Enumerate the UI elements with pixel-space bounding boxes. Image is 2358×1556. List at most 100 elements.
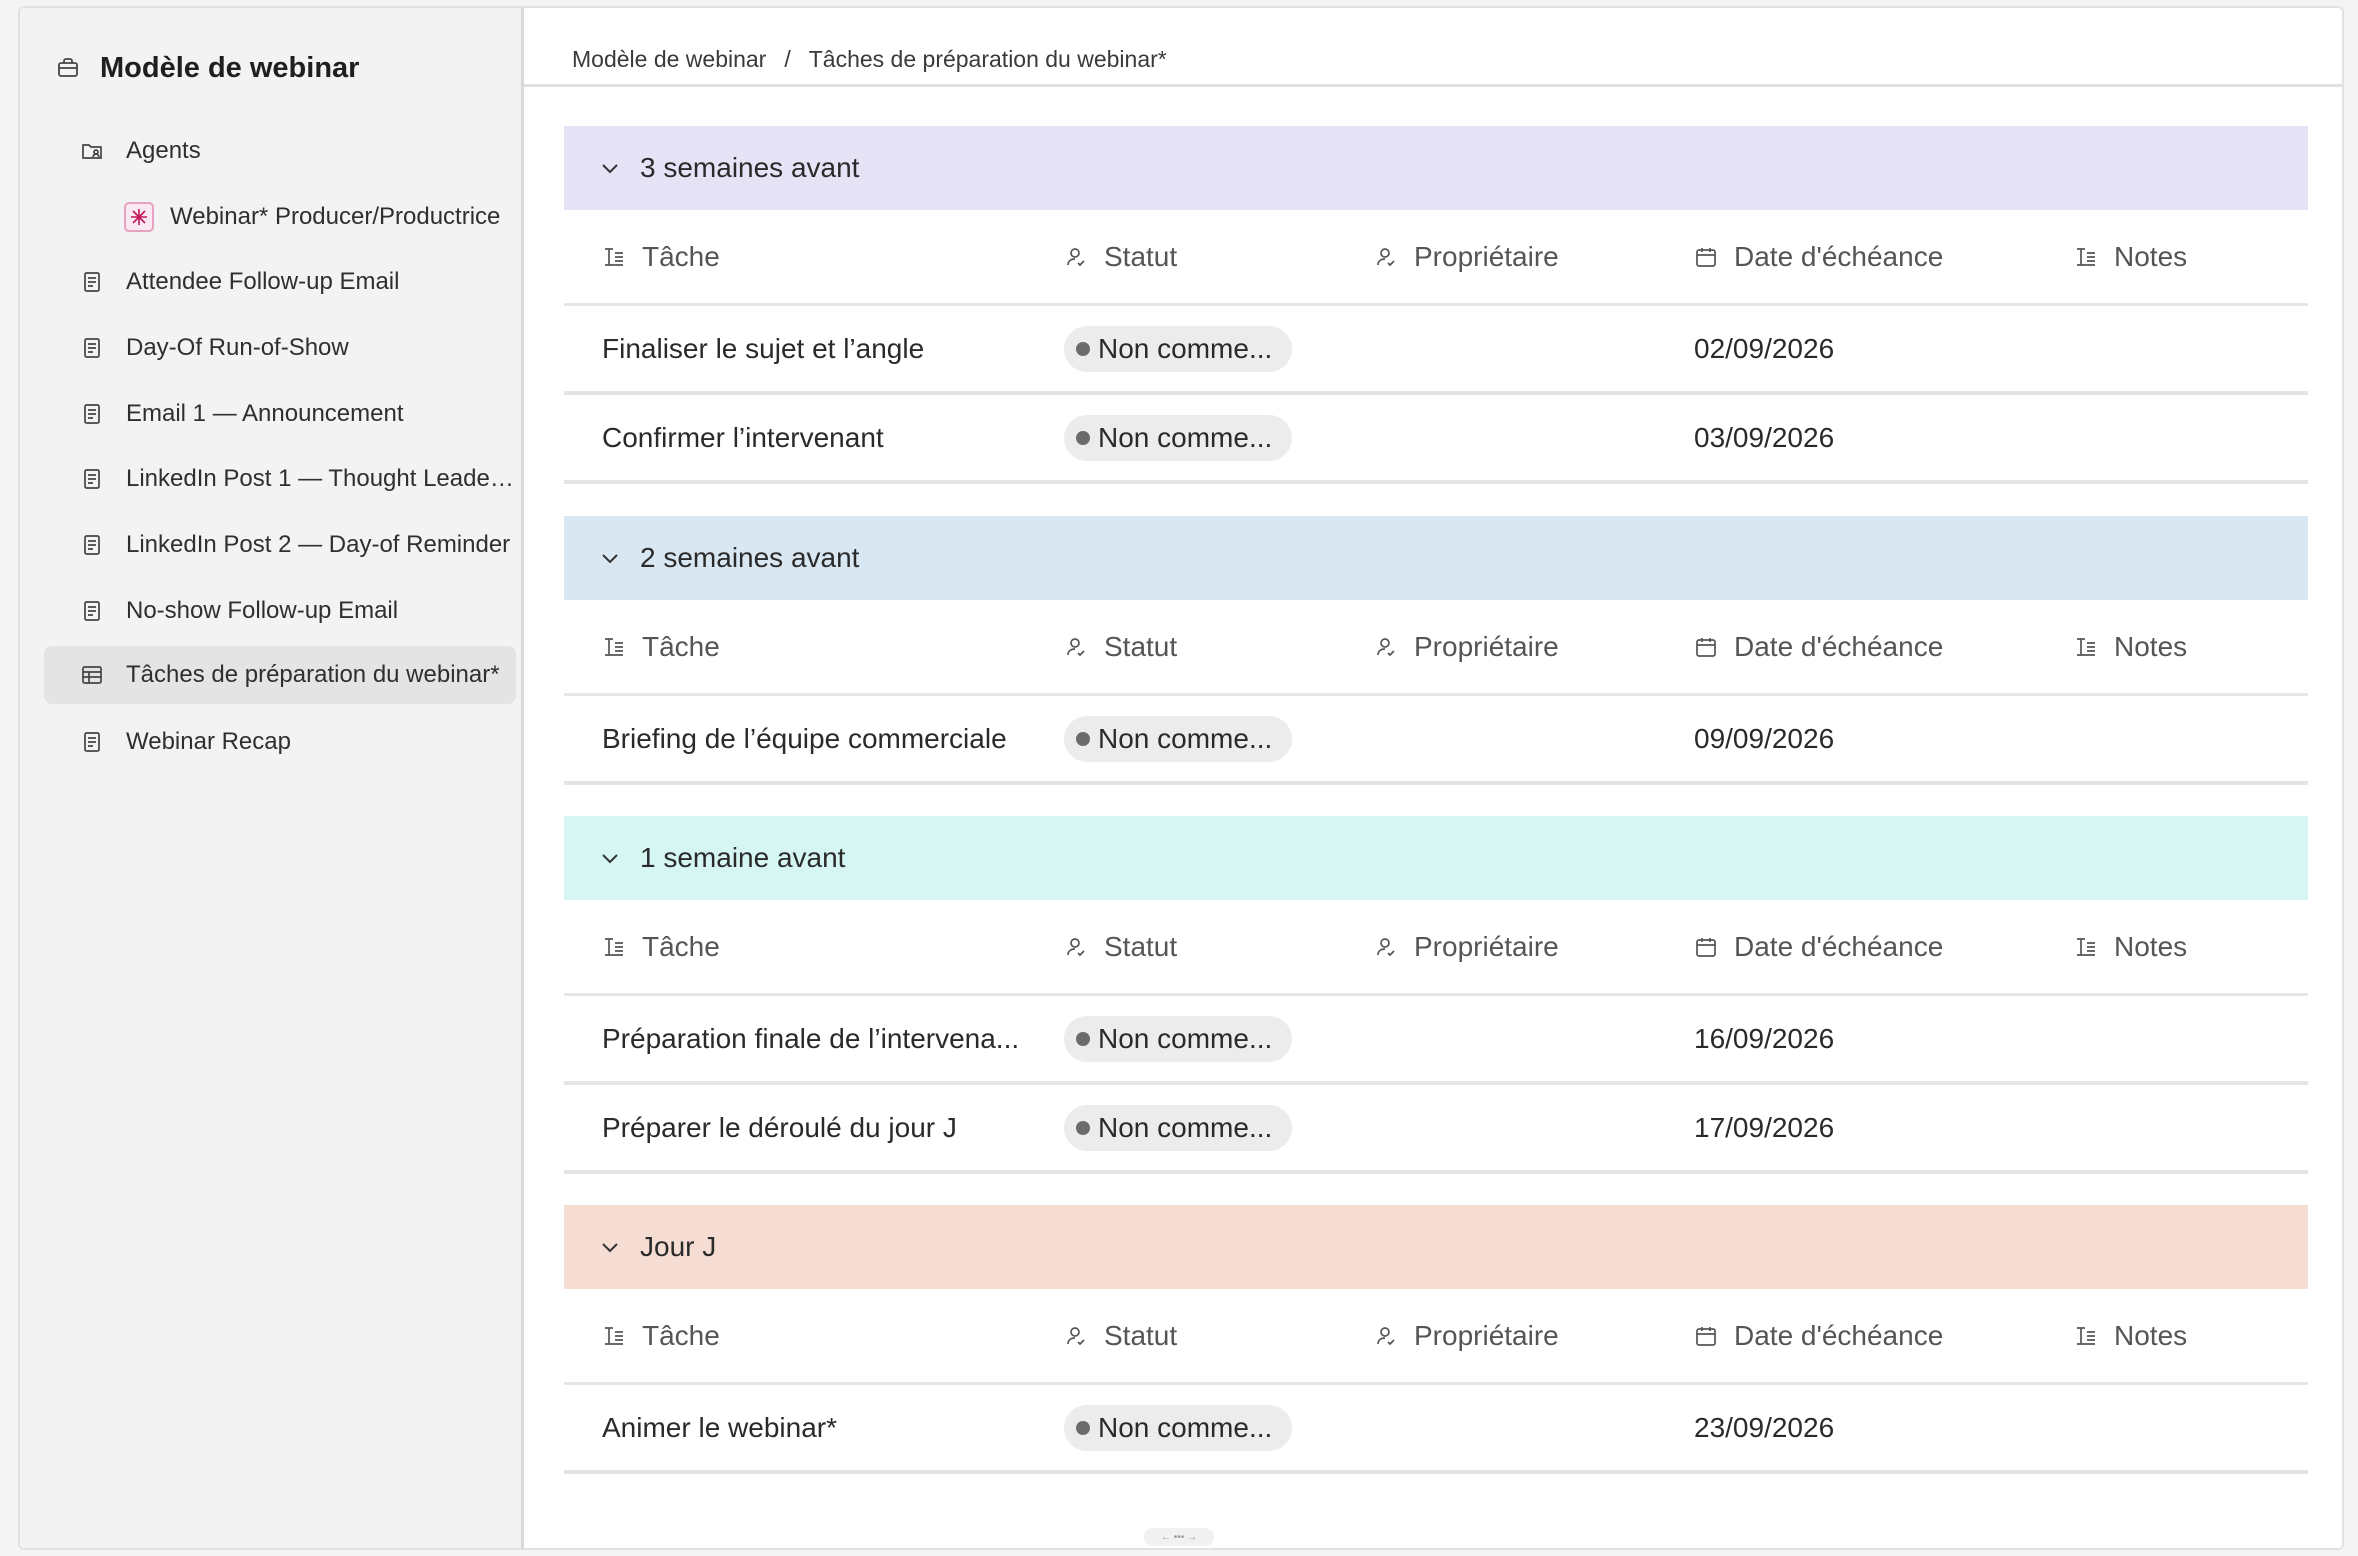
chevron-down-icon[interactable]	[598, 846, 622, 870]
status-badge[interactable]: Non comme...	[1064, 325, 1293, 372]
person-status-icon	[1067, 1326, 1085, 1345]
chevron-down-icon[interactable]	[598, 546, 622, 570]
group-header[interactable]: 2 semaines avant	[564, 516, 2308, 600]
status-label: Non comme...	[1098, 421, 1273, 453]
column-header-notes[interactable]: Notes	[2074, 241, 2308, 273]
text-field-icon	[605, 1326, 623, 1345]
due-date-cell[interactable]: 09/09/2026	[1694, 723, 2074, 755]
column-header-owner[interactable]: Propriétaire	[1374, 241, 1694, 273]
sidebar-item-label: No-show Follow-up Email	[126, 597, 399, 624]
column-header-owner[interactable]: Propriétaire	[1374, 931, 1694, 963]
column-header-label: Date d'échéance	[1734, 930, 1944, 962]
column-header-label: Propriétaire	[1414, 240, 1559, 272]
column-header-due-date[interactable]: Date d'échéance	[1694, 1320, 2074, 1352]
folder-agent-icon	[82, 144, 102, 159]
task-cell[interactable]: Préparation finale de l’intervena...	[564, 1023, 1064, 1055]
table-row[interactable]: Briefing de l’équipe commerciale Non comm…	[564, 696, 2308, 785]
column-header-due-date[interactable]: Date d'échéance	[1694, 931, 2074, 963]
column-header-status[interactable]: Statut	[1064, 1320, 1374, 1352]
column-header-status[interactable]: Statut	[1064, 931, 1374, 963]
chevron-down-icon[interactable]	[598, 156, 622, 180]
column-header-notes[interactable]: Notes	[2074, 631, 2308, 663]
column-header-due-date[interactable]: Date d'échéance	[1694, 631, 2074, 663]
status-cell[interactable]: Non comme...	[1064, 414, 1374, 461]
task-cell[interactable]: Finaliser le sujet et l’angle	[564, 333, 1064, 365]
sidebar-header[interactable]: Modèle de webinar	[56, 44, 359, 92]
group-header[interactable]: 1 semaine avant	[564, 816, 2308, 900]
task-name: Préparation finale de l’intervena...	[602, 1022, 1020, 1054]
sidebar-item-webinar-recap[interactable]: Webinar Recap	[44, 713, 516, 771]
table-row[interactable]: Préparation finale de l’intervena... Non …	[564, 996, 2308, 1085]
table-row[interactable]: Préparer le déroulé du jour J Non comme..…	[564, 1085, 2308, 1174]
workspace-icon	[58, 58, 78, 77]
group-header[interactable]: Jour J	[564, 1205, 2308, 1289]
due-date-cell[interactable]: 17/09/2026	[1694, 1112, 2074, 1144]
task-cell[interactable]: Animer le webinar*	[564, 1412, 1064, 1444]
status-cell[interactable]: Non comme...	[1064, 715, 1374, 762]
main-content: Modèle de webinar / Tâches de préparatio…	[524, 8, 2342, 1548]
sidebar-item-email-announcement[interactable]: Email 1 — Announcement	[44, 385, 516, 443]
task-name: Briefing de l’équipe commerciale	[602, 722, 1007, 754]
sidebar-item-taches-preparation[interactable]: Tâches de préparation du webinar*	[44, 646, 516, 704]
due-date-cell[interactable]: 03/09/2026	[1694, 422, 2074, 454]
column-header-task[interactable]: Tâche	[564, 241, 1064, 273]
due-date-value: 03/09/2026	[1694, 421, 1835, 453]
group-header[interactable]: 3 semaines avant	[564, 126, 2308, 210]
status-badge[interactable]: Non comme...	[1064, 1015, 1293, 1062]
chevron-down-icon[interactable]	[598, 1235, 622, 1259]
sidebar-item-day-of-run-of-show[interactable]: Day-Of Run-of-Show	[44, 319, 516, 377]
column-header-row: Tâche Statut Propriétaire Date d'échéanc…	[564, 210, 2308, 306]
column-header-task[interactable]: Tâche	[564, 1320, 1064, 1352]
column-header-due-date[interactable]: Date d'échéance	[1694, 241, 2074, 273]
table-row[interactable]: Confirmer l’intervenant Non comme... 03/09…	[564, 395, 2308, 484]
scroll-indicator[interactable]: ← ••• →	[1144, 1528, 1214, 1546]
sidebar-item-linkedin-post-2[interactable]: LinkedIn Post 2 — Day-of Reminder	[44, 516, 516, 574]
sidebar-item-webinar-producer[interactable]: Webinar* Producer/Productrice	[44, 188, 516, 246]
sidebar-item-label: Day-Of Run-of-Show	[126, 334, 349, 361]
due-date-value: 17/09/2026	[1694, 1111, 1835, 1143]
task-group: 3 semaines avant Tâche Statut Propriétai…	[564, 126, 2308, 484]
status-badge[interactable]: Non comme...	[1064, 1104, 1293, 1151]
text-field-icon	[2077, 247, 2095, 266]
status-cell[interactable]: Non comme...	[1064, 1104, 1374, 1151]
agent-avatar-icon	[124, 202, 154, 232]
column-header-owner[interactable]: Propriétaire	[1374, 631, 1694, 663]
breadcrumb-separator: /	[784, 46, 791, 72]
column-header-label: Statut	[1104, 930, 1178, 962]
column-header-task[interactable]: Tâche	[564, 931, 1064, 963]
sidebar-item-label: Email 1 — Announcement	[126, 400, 404, 427]
task-cell[interactable]: Briefing de l’équipe commerciale	[564, 723, 1064, 755]
breadcrumb-root[interactable]: Modèle de webinar	[572, 46, 767, 72]
column-header-status[interactable]: Statut	[1064, 631, 1374, 663]
due-date-cell[interactable]: 16/09/2026	[1694, 1023, 2074, 1055]
sidebar-item-attendee-follow-up[interactable]: Attendee Follow-up Email	[44, 253, 516, 311]
due-date-value: 16/09/2026	[1694, 1022, 1835, 1054]
status-dot-icon	[1076, 1420, 1090, 1435]
column-header-task[interactable]: Tâche	[564, 631, 1064, 663]
column-header-status[interactable]: Statut	[1064, 241, 1374, 273]
table-row[interactable]: Finaliser le sujet et l’angle Non comme..…	[564, 306, 2308, 395]
column-header-owner[interactable]: Propriétaire	[1374, 1320, 1694, 1352]
group-title: 3 semaines avant	[640, 152, 860, 183]
person-owner-icon	[1377, 937, 1395, 956]
column-header-notes[interactable]: Notes	[2074, 931, 2308, 963]
status-cell[interactable]: Non comme...	[1064, 1015, 1374, 1062]
task-cell[interactable]: Préparer le déroulé du jour J	[564, 1112, 1064, 1144]
status-cell[interactable]: Non comme...	[1064, 325, 1374, 372]
status-badge[interactable]: Non comme...	[1064, 414, 1293, 461]
status-badge[interactable]: Non comme...	[1064, 1404, 1293, 1451]
status-cell[interactable]: Non comme...	[1064, 1404, 1374, 1451]
due-date-value: 02/09/2026	[1694, 332, 1835, 364]
column-header-notes[interactable]: Notes	[2074, 1320, 2308, 1352]
sidebar-item-linkedin-post-1[interactable]: LinkedIn Post 1 — Thought Leader...	[44, 450, 516, 508]
sidebar-item-agents[interactable]: Agents	[44, 122, 516, 180]
due-date-cell[interactable]: 02/09/2026	[1694, 333, 2074, 365]
due-date-cell[interactable]: 23/09/2026	[1694, 1412, 2074, 1444]
document-icon	[84, 601, 100, 621]
task-cell[interactable]: Confirmer l’intervenant	[564, 422, 1064, 454]
status-badge[interactable]: Non comme...	[1064, 715, 1293, 762]
table-row[interactable]: Animer le webinar* Non comme... 23/09/2026	[564, 1385, 2308, 1474]
sidebar-item-no-show-follow-up[interactable]: No-show Follow-up Email	[44, 582, 516, 640]
group-title: 2 semaines avant	[640, 542, 860, 573]
column-header-row: Tâche Statut Propriétaire Date d'échéanc…	[564, 900, 2308, 996]
